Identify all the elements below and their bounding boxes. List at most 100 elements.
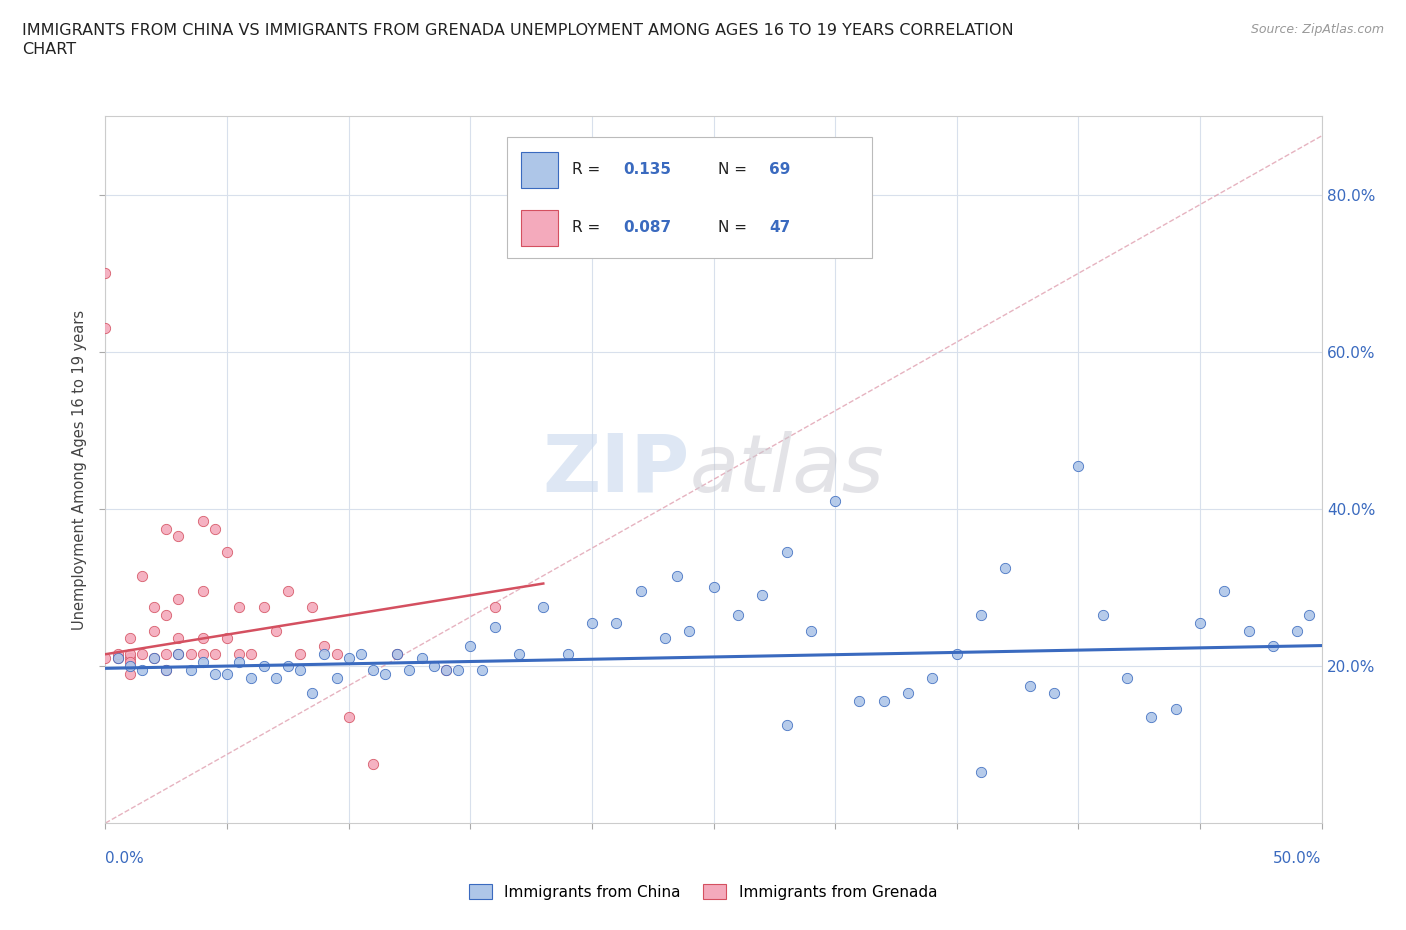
Point xyxy=(143,623,166,638)
Point xyxy=(204,667,226,682)
Point xyxy=(557,646,579,661)
Point xyxy=(228,655,250,670)
Point xyxy=(107,646,129,661)
Point xyxy=(131,568,153,583)
Point xyxy=(1140,710,1163,724)
Point xyxy=(314,639,336,654)
Point xyxy=(94,321,117,336)
Point xyxy=(155,662,177,677)
Point xyxy=(398,662,420,677)
Point xyxy=(434,662,457,677)
Point xyxy=(630,584,652,599)
Point xyxy=(217,545,239,560)
Point xyxy=(581,616,603,631)
Point xyxy=(143,651,166,666)
Point xyxy=(191,655,214,670)
Point xyxy=(1116,671,1139,685)
Point xyxy=(118,658,141,673)
Point xyxy=(228,600,250,615)
Point xyxy=(131,662,153,677)
Point xyxy=(277,658,299,673)
Point xyxy=(374,667,396,682)
Point xyxy=(994,561,1017,576)
Point xyxy=(191,513,214,528)
Legend: Immigrants from China, Immigrants from Grenada: Immigrants from China, Immigrants from G… xyxy=(463,878,943,906)
Point xyxy=(702,580,725,595)
Point xyxy=(191,646,214,661)
Point xyxy=(337,710,360,724)
Point xyxy=(775,717,797,732)
Point xyxy=(387,646,409,661)
Point xyxy=(1189,616,1212,631)
Point xyxy=(167,646,190,661)
Point xyxy=(167,646,190,661)
Point xyxy=(970,764,993,779)
Point xyxy=(447,662,470,677)
Point xyxy=(118,655,141,670)
Point xyxy=(107,651,129,666)
Text: Source: ZipAtlas.com: Source: ZipAtlas.com xyxy=(1250,23,1384,36)
Point xyxy=(240,671,263,685)
Point xyxy=(654,631,676,646)
Point xyxy=(277,584,299,599)
Point xyxy=(945,646,967,661)
Point xyxy=(118,667,141,682)
Point xyxy=(217,631,239,646)
Point xyxy=(264,671,287,685)
Point xyxy=(288,662,311,677)
Point xyxy=(204,521,226,536)
Text: 0.0%: 0.0% xyxy=(105,851,145,866)
Point xyxy=(1164,702,1187,717)
Point xyxy=(484,600,506,615)
Point xyxy=(325,671,347,685)
Point xyxy=(824,494,846,509)
Point xyxy=(666,568,689,583)
Point xyxy=(1018,678,1040,693)
Point xyxy=(531,600,554,615)
Point xyxy=(180,646,202,661)
Point xyxy=(118,651,141,666)
Point xyxy=(484,619,506,634)
Point xyxy=(155,662,177,677)
Point xyxy=(897,686,920,701)
Point xyxy=(264,623,287,638)
Y-axis label: Unemployment Among Ages 16 to 19 years: Unemployment Among Ages 16 to 19 years xyxy=(72,310,87,630)
Point xyxy=(423,658,446,673)
Point xyxy=(727,607,749,622)
Point xyxy=(118,631,141,646)
Point xyxy=(155,521,177,536)
Point xyxy=(350,646,373,661)
Point xyxy=(325,646,347,661)
Point xyxy=(143,600,166,615)
Point xyxy=(94,266,117,281)
Point xyxy=(1067,458,1090,473)
Point xyxy=(848,694,870,709)
Point xyxy=(131,646,153,661)
Point xyxy=(204,646,226,661)
Point xyxy=(387,646,409,661)
Point xyxy=(191,631,214,646)
Point xyxy=(118,646,141,661)
Point xyxy=(411,651,433,666)
Point xyxy=(1213,584,1236,599)
Point xyxy=(751,588,773,603)
Point xyxy=(155,607,177,622)
Point xyxy=(288,646,311,661)
Point xyxy=(921,671,943,685)
Point xyxy=(252,600,274,615)
Point xyxy=(180,662,202,677)
Point xyxy=(191,584,214,599)
Point xyxy=(970,607,993,622)
Point xyxy=(1286,623,1309,638)
Point xyxy=(800,623,823,638)
Point xyxy=(155,646,177,661)
Point xyxy=(143,651,166,666)
Point xyxy=(252,658,274,673)
Point xyxy=(471,662,494,677)
Text: IMMIGRANTS FROM CHINA VS IMMIGRANTS FROM GRENADA UNEMPLOYMENT AMONG AGES 16 TO 1: IMMIGRANTS FROM CHINA VS IMMIGRANTS FROM… xyxy=(22,23,1014,38)
Point xyxy=(107,651,129,666)
Point xyxy=(1261,639,1284,654)
Point xyxy=(1237,623,1260,638)
Point xyxy=(337,651,360,666)
Point xyxy=(314,646,336,661)
